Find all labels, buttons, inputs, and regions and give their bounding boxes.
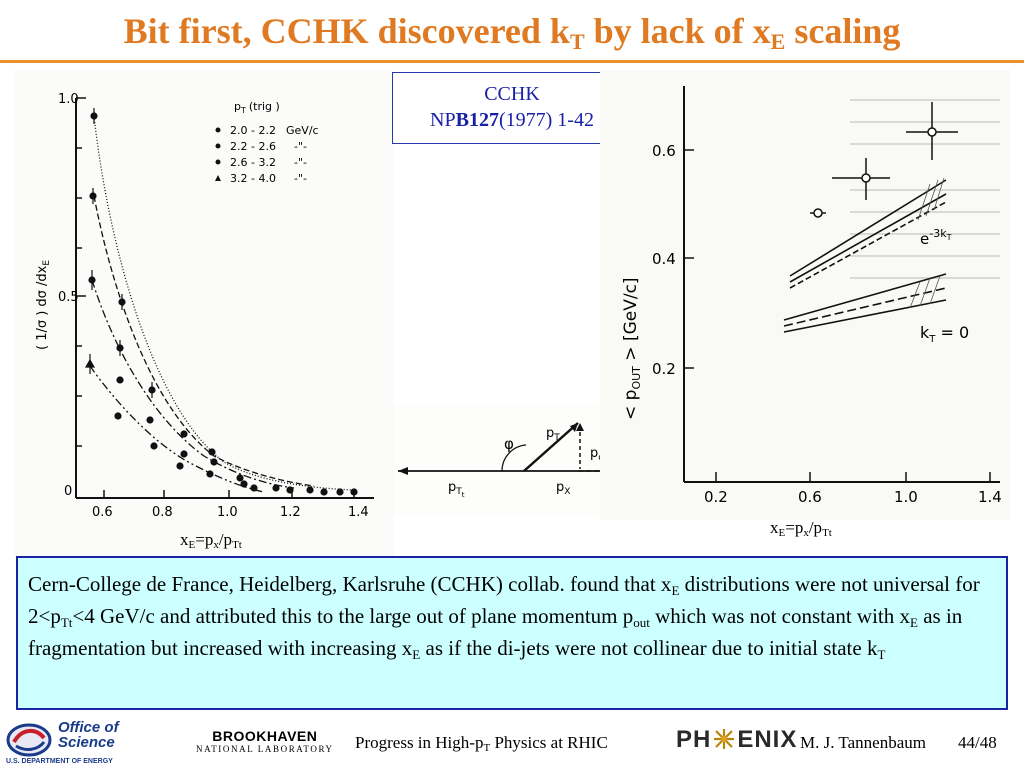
doe-swirl-icon	[6, 723, 52, 757]
left-ytick-1: 1.0	[58, 92, 79, 107]
phi-label: φ	[504, 435, 514, 453]
svg-text:2.0 - 2.2: 2.0 - 2.2	[230, 124, 276, 137]
px-label: pX	[556, 480, 570, 497]
right-ytick: 0.4	[652, 250, 676, 268]
curve-label-kt0: kT = 0	[920, 323, 969, 345]
left-xtick: 0.8	[152, 505, 173, 520]
right-xtick: 1.4	[978, 488, 1002, 506]
right-ytick: 0.6	[652, 142, 676, 160]
talk-title: Progress in High-pT Physics at RHIC	[355, 733, 608, 754]
title-underline	[0, 60, 1024, 63]
phenix-star-icon	[714, 729, 735, 749]
right-xtick: 1.0	[894, 488, 918, 506]
left-xtick: 0.6	[92, 505, 113, 520]
pT-label: pT	[546, 426, 560, 443]
left-ytick-0: 0	[64, 484, 72, 499]
right-xtick: 0.2	[704, 488, 728, 506]
left-xaxis-label: xE=px/pTt	[180, 530, 242, 551]
left-legend: pT (trig ) 2.0 - 2.2 GeV/c 2.2 - 2.6 -"- 2.…	[215, 100, 319, 185]
svg-text:-"-: -"-	[294, 156, 307, 169]
right-pout-plot: 0.6 0.4 0.2 0.2 0.6 1.0 1.4 < pOUT > [Ge…	[600, 70, 1010, 520]
reference-line1: CCHK	[484, 83, 540, 105]
pTt-label: pTt	[448, 480, 465, 499]
left-xe-distribution-plot: 1.0 0.5 0 0.6 0.8 1.0 1.2 1.4 ( 1/σ ) dσ…	[14, 70, 394, 556]
left-xtick: 1.0	[217, 505, 238, 520]
svg-text:pT(trig ): pT (trig )	[234, 100, 280, 115]
right-ytick: 0.2	[652, 360, 676, 378]
svg-text:GeV/c: GeV/c	[286, 124, 319, 137]
left-xtick: 1.2	[280, 505, 301, 520]
reference-line2: NPB127(1977) 1-42	[430, 109, 594, 131]
author-name: M. J. Tannenbaum	[800, 733, 926, 752]
svg-text:3.2 - 4.0: 3.2 - 4.0	[230, 172, 276, 185]
svg-text:2.2 - 2.6: 2.2 - 2.6	[230, 140, 276, 153]
left-ylabel: ( 1/σ ) dσ /dxE	[35, 260, 52, 350]
doe-office-of-science-logo: Office of Science U.S. DEPARTMENT OF ENE…	[6, 719, 119, 765]
svg-text:-"-: -"-	[294, 172, 307, 185]
curve-label-exp: e-3kT	[920, 227, 952, 248]
svg-text:-"-: -"-	[294, 140, 307, 153]
right-xtick: 0.6	[798, 488, 822, 506]
slide-title: Bit first, CCHK discovered kT by lack of…	[123, 11, 901, 54]
left-ytick-05: 0.5	[58, 290, 79, 305]
brookhaven-logo: BROOKHAVEN NATIONAL LABORATORY	[196, 728, 334, 755]
reference-box: CCHK NPB127(1977) 1-42	[392, 72, 632, 144]
phenix-logo: PH ENIX	[676, 726, 798, 753]
left-xtick: 1.4	[348, 505, 369, 520]
page-number: 44/48	[958, 733, 997, 752]
right-xaxis-label: xE=px/pTt	[770, 518, 832, 539]
right-ylabel: < pOUT > [GeV/c]	[621, 277, 643, 420]
summary-text-box: Cern-College de France, Heidelberg, Karl…	[16, 556, 1008, 710]
svg-text:2.6 - 3.2: 2.6 - 3.2	[230, 156, 276, 169]
